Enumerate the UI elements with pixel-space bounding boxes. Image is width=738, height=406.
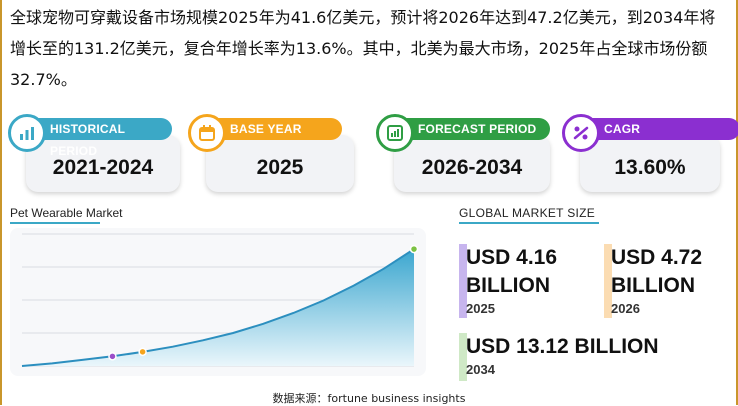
stat-value-line1: USD 13.12 BILLION [466,335,659,358]
series-line [21,248,415,367]
data-point-2024 [108,352,117,361]
data-point-2034 [409,244,419,254]
global-market-underline [459,222,599,224]
right-frame-border [736,0,738,405]
stat-2034: USD 13.12 BILLION 2034 [459,333,689,381]
card-box [26,135,180,192]
card-box [394,135,550,192]
percent-icon [562,114,600,152]
chart-title-underline [10,222,100,224]
area-fill [22,249,414,366]
card-box [206,135,354,192]
stat-value-line1: USD 4.72 [611,246,703,269]
card-value: 2026-2034 [421,156,523,179]
card-box [580,135,720,192]
global-market-title: GLOBAL MARKET SIZE [459,206,596,220]
stat-text: USD 13.12 BILLION 2034 [466,333,659,379]
card-forecast-period: FORECAST PERIOD 2026-2034 [376,114,550,192]
stat-year: 2034 [466,362,495,377]
chart-title: Pet Wearable Market [10,206,123,220]
stat-value-line1: USD 4.16 [466,246,558,269]
stat-2026: USD 4.72 BILLION 2026 [604,244,730,318]
card-value: 13.60% [614,156,686,179]
card-label-pill: BASE YEAR [206,118,342,140]
forecast-chart-icon [376,114,414,152]
card-label-pill: CAGR [580,118,738,140]
left-frame-border [0,0,2,405]
stat-year: 2026 [611,301,640,316]
stat-value-line2: BILLION [611,274,695,297]
intro-paragraph: 全球宠物可穿戴设备市场规模2025年为41.6亿美元，预计将2026年达到47.… [10,8,716,89]
card-cagr: CAGR 13.60% [562,114,738,192]
card-value: 2025 [256,156,304,179]
card-historical-period: HISTORICAL PERIOD 2021-2024 [8,114,180,192]
stat-value-line2: BILLION [466,274,550,297]
source-note: 数据来源：fortune business insights [272,392,466,405]
stat-accent-bar [604,244,612,318]
calendar-icon [188,114,226,152]
card-label-pill: HISTORICAL PERIOD [26,118,172,158]
card-base-year: BASE YEAR 2025 [188,114,354,192]
stat-text: USD 4.72 BILLION 2026 [611,244,702,318]
stat-year: 2025 [466,301,495,316]
bar-chart-icon [8,114,46,152]
stat-text: USD 4.16 BILLION 2025 [466,244,557,318]
card-label-pill: FORECAST PERIOD [394,118,550,140]
area-chart [10,228,426,376]
data-point-2025 [138,347,147,357]
card-value: 2021-2024 [52,156,154,179]
stat-2025: USD 4.16 BILLION 2025 [459,244,589,318]
stat-accent-bar [459,333,467,381]
stat-accent-bar [459,244,467,318]
